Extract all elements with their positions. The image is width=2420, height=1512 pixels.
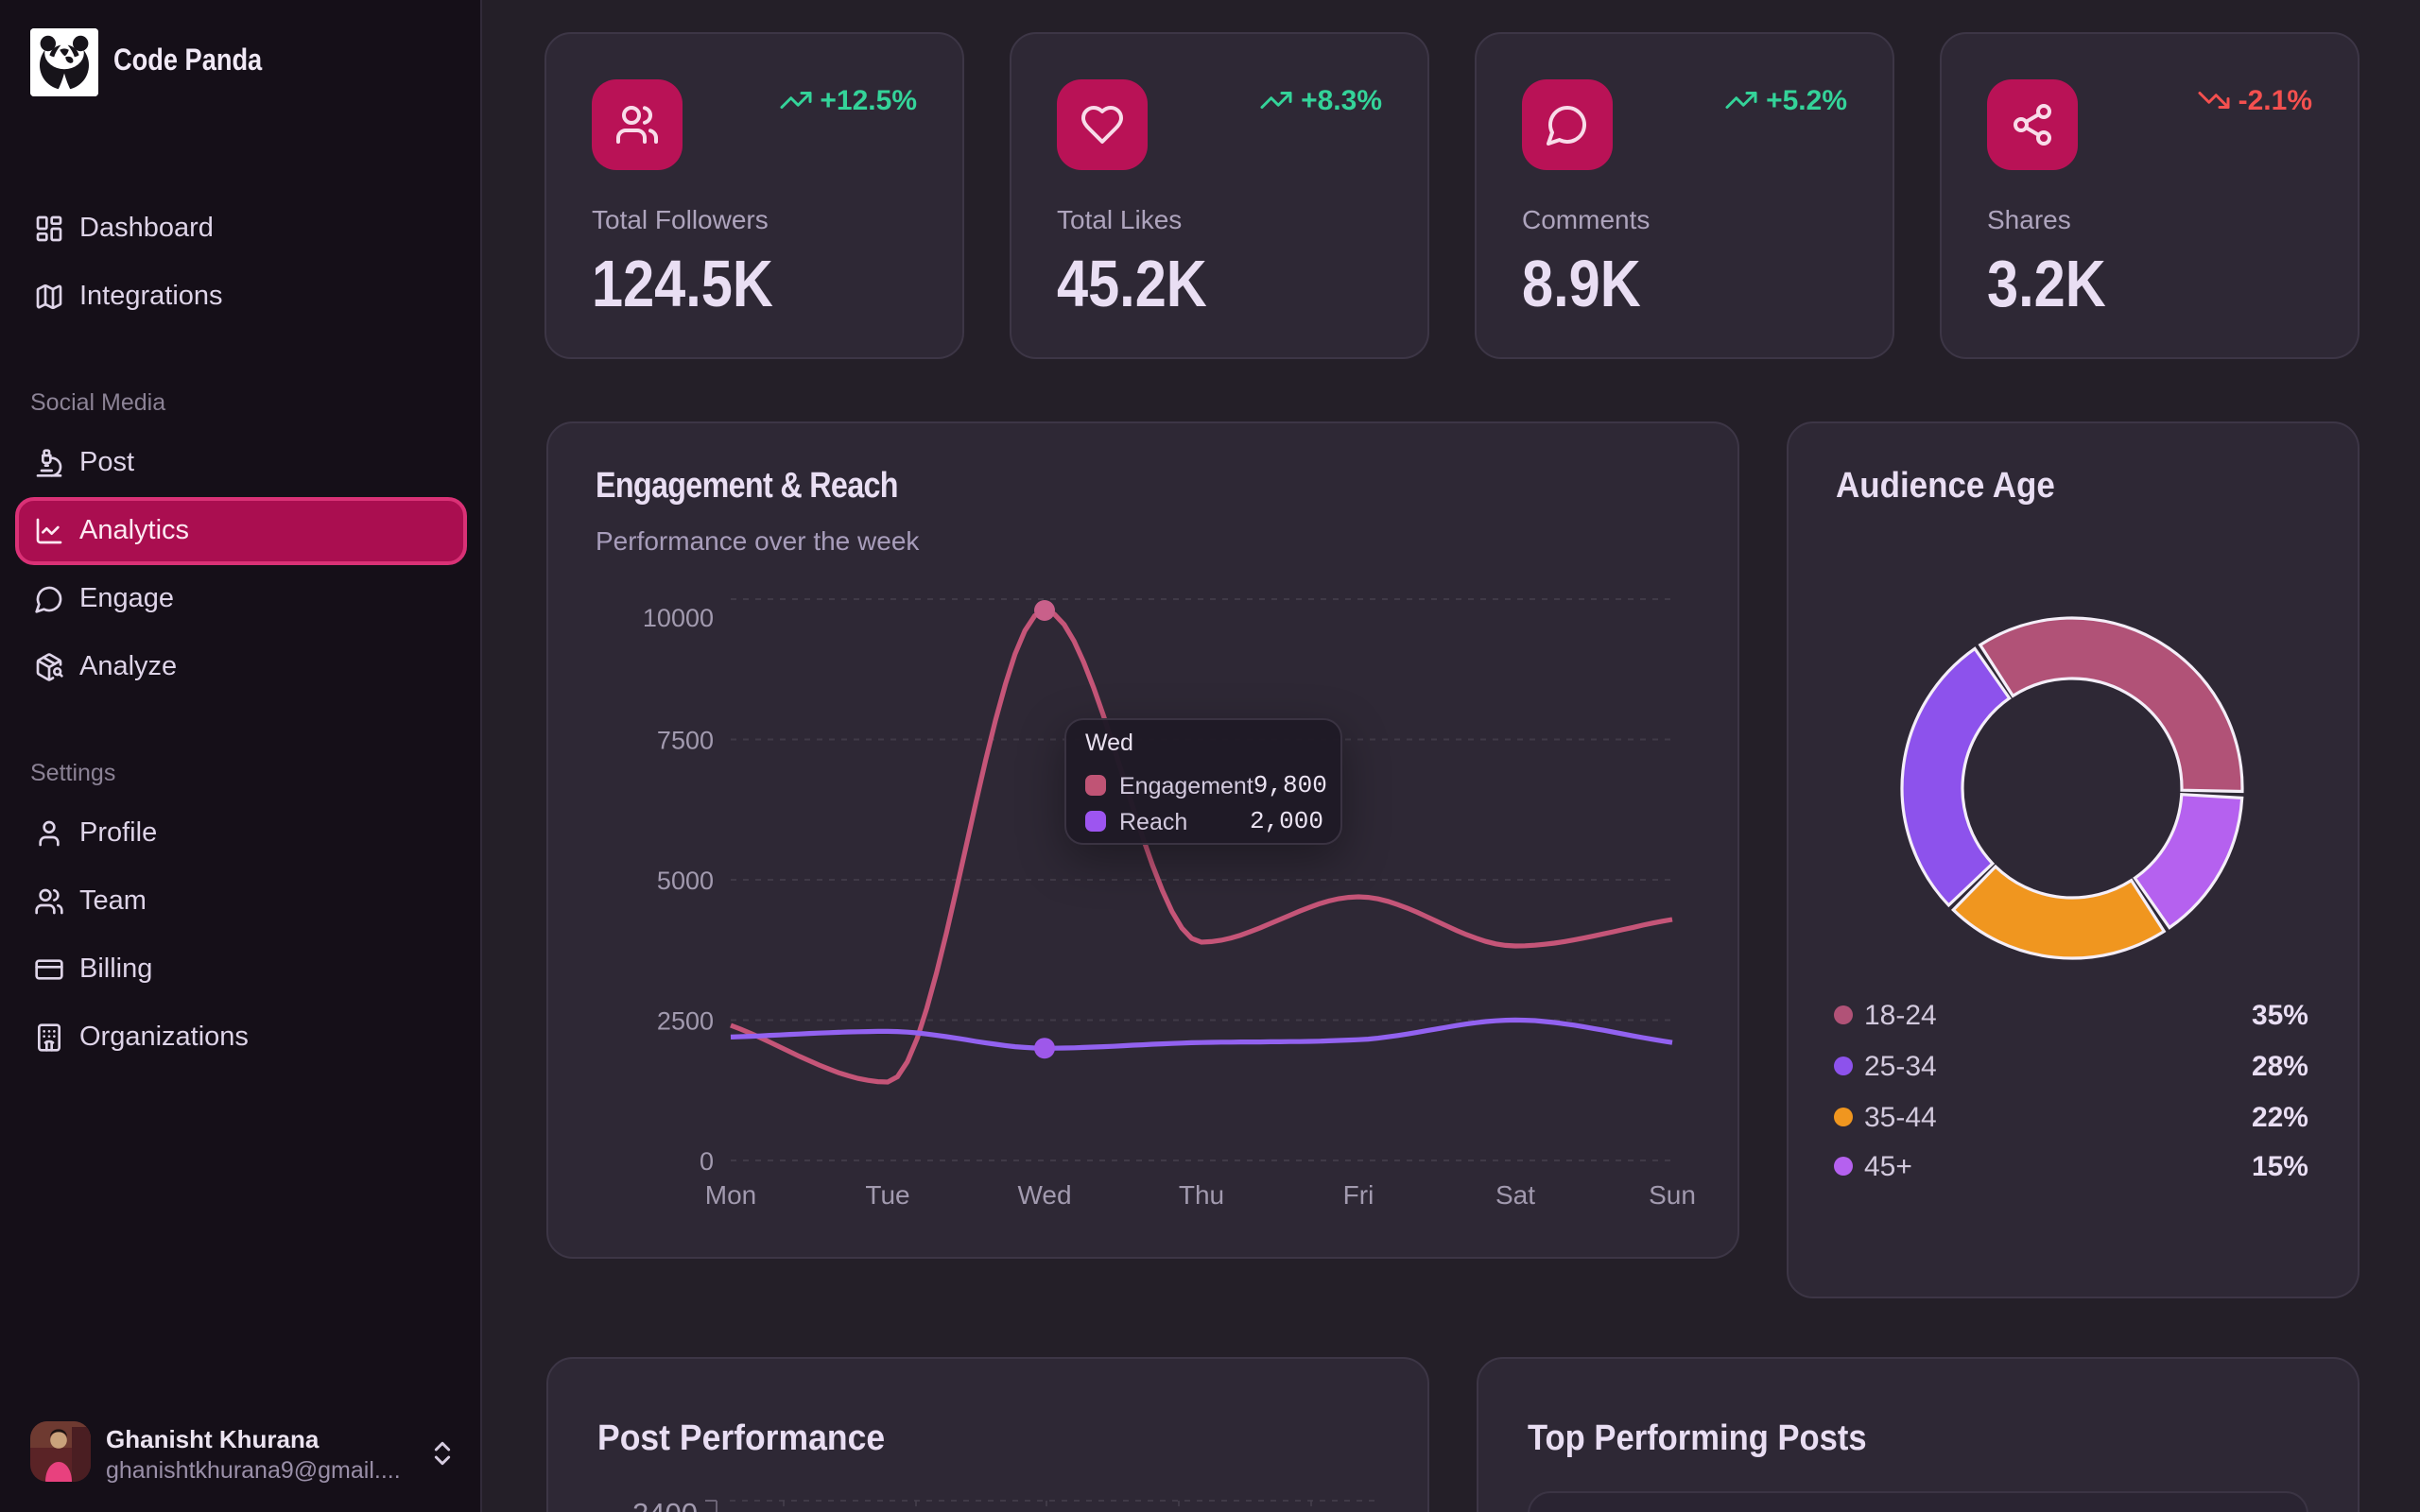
svg-text:0: 0	[700, 1147, 714, 1176]
svg-text:7500: 7500	[657, 727, 714, 755]
svg-text:Sun: Sun	[1649, 1180, 1696, 1210]
svg-text:Fri: Fri	[1343, 1180, 1374, 1210]
svg-text:10000: 10000	[643, 604, 714, 632]
svg-text:Sat: Sat	[1495, 1180, 1535, 1210]
svg-text:2500: 2500	[657, 1007, 714, 1036]
svg-text:Tue: Tue	[865, 1180, 909, 1210]
svg-text:Mon: Mon	[705, 1180, 756, 1210]
svg-text:Wed: Wed	[1017, 1180, 1071, 1210]
svg-text:Thu: Thu	[1179, 1180, 1224, 1210]
svg-text:5000: 5000	[657, 867, 714, 895]
svg-text:2400: 2400	[632, 1497, 698, 1512]
